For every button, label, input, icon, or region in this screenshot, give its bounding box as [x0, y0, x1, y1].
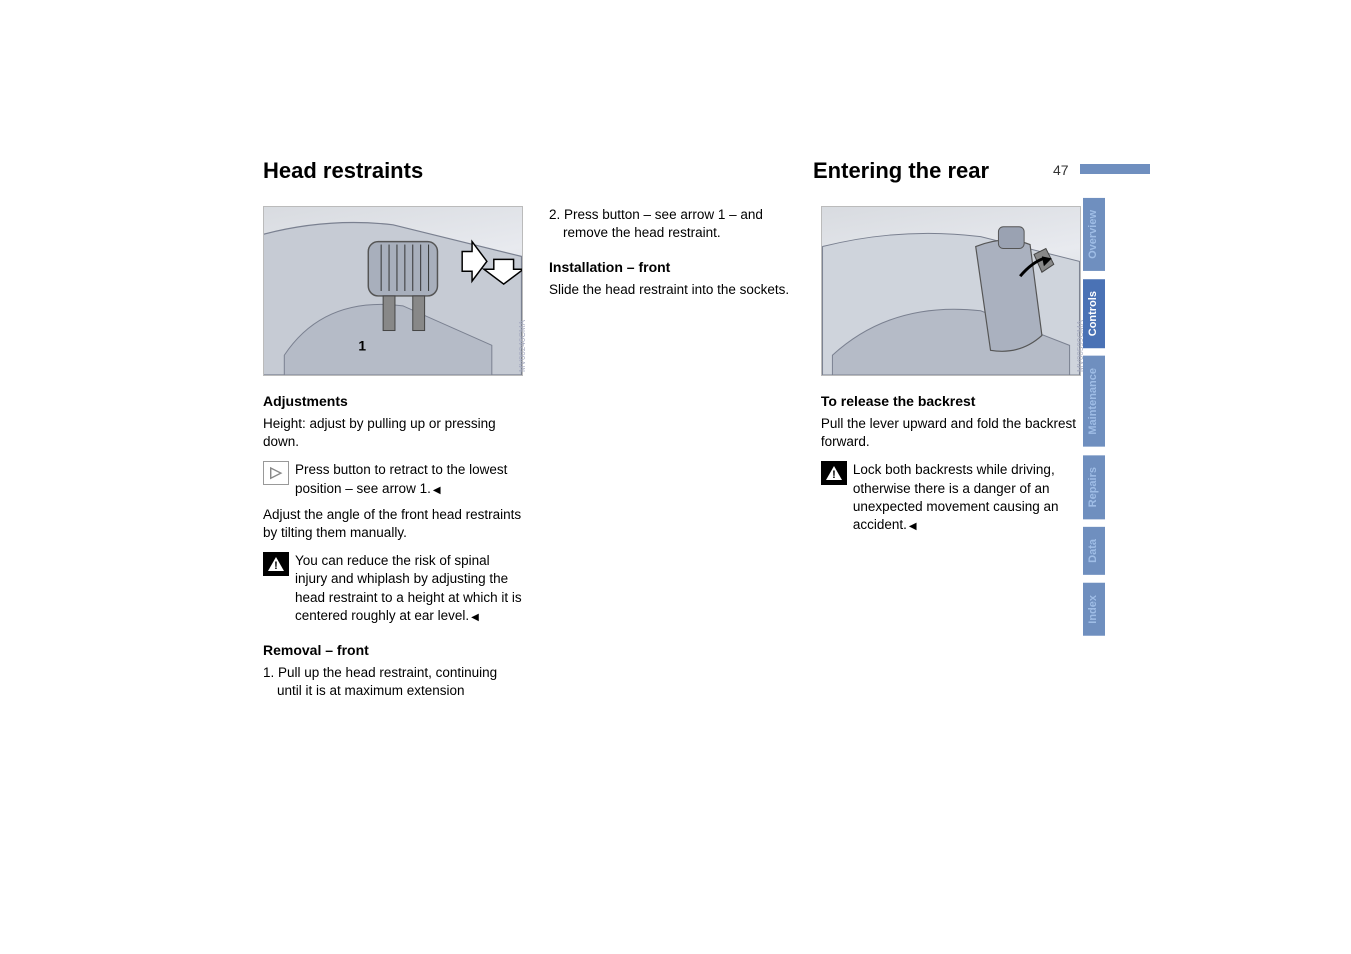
text-release-backrest: Pull the lever upward and fold the backr…: [821, 415, 1093, 451]
warning-spinal: ! You can reduce the risk of spinal inju…: [263, 552, 525, 625]
step-1-pullup: 1. Pull up the head restraint, continuin…: [263, 664, 525, 700]
text-angle-adjust: Adjust the angle of the front head restr…: [263, 506, 525, 542]
tab-index[interactable]: Index: [1083, 583, 1105, 636]
warning-lock-text: Lock both backrests while driving, other…: [853, 461, 1093, 534]
warning-spinal-text: You can reduce the risk of spinal injury…: [295, 552, 525, 625]
note-retract: ▷ Press button to retract to the lowest …: [263, 461, 525, 497]
step-2-press-button: 2. Press button – see arrow 1 – and remo…: [549, 206, 797, 242]
tab-maintenance[interactable]: Maintenance: [1083, 356, 1105, 447]
illustration-headrest-wrap: 1 MV00246CMA: [263, 206, 525, 376]
column-3: MV00599CMA To release the backrest Pull …: [821, 206, 1093, 706]
tab-data[interactable]: Data: [1083, 527, 1105, 575]
warning-icon: !: [821, 461, 847, 485]
illustration-backrest: [821, 206, 1081, 376]
svg-text:!: !: [832, 469, 836, 481]
title-head-restraints: Head restraints: [263, 158, 813, 184]
text-installation: Slide the head restraint into the socket…: [549, 281, 797, 299]
illustration-backrest-wrap: MV00599CMA: [821, 206, 1083, 376]
heading-removal-front: Removal – front: [263, 641, 525, 660]
page-number: 47: [1053, 162, 1069, 178]
heading-release-backrest: To release the backrest: [821, 392, 1093, 411]
warning-lock-backrests: ! Lock both backrests while driving, oth…: [821, 461, 1093, 534]
heading-adjustments: Adjustments: [263, 392, 525, 411]
illustration-headrest: 1: [263, 206, 523, 376]
illustration-caption-1: MV00246CMA: [518, 320, 529, 372]
page-marker: [1080, 164, 1150, 174]
tab-controls[interactable]: Controls: [1083, 279, 1105, 348]
svg-text:!: !: [274, 560, 278, 572]
tab-repairs[interactable]: Repairs: [1083, 455, 1105, 519]
warning-icon: !: [263, 552, 289, 576]
text-height-adjust: Height: adjust by pulling up or pressing…: [263, 415, 525, 451]
note-icon: ▷: [263, 461, 289, 485]
content-columns: 1 MV00246CMA Adjustments Height: adjust …: [263, 206, 1093, 706]
column-1: 1 MV00246CMA Adjustments Height: adjust …: [263, 206, 525, 706]
note-retract-text: Press button to retract to the lowest po…: [295, 461, 525, 497]
tab-overview[interactable]: Overview: [1083, 198, 1105, 271]
column-2: 2. Press button – see arrow 1 – and remo…: [549, 206, 797, 706]
title-entering-rear: Entering the rear: [813, 158, 1093, 184]
side-tabs: Overview Controls Maintenance Repairs Da…: [1083, 198, 1105, 644]
manual-page: 47 Head restraints Entering the rear: [263, 158, 1093, 706]
heading-installation-front: Installation – front: [549, 258, 797, 277]
title-row: Head restraints Entering the rear: [263, 158, 1093, 184]
svg-text:1: 1: [358, 337, 366, 353]
